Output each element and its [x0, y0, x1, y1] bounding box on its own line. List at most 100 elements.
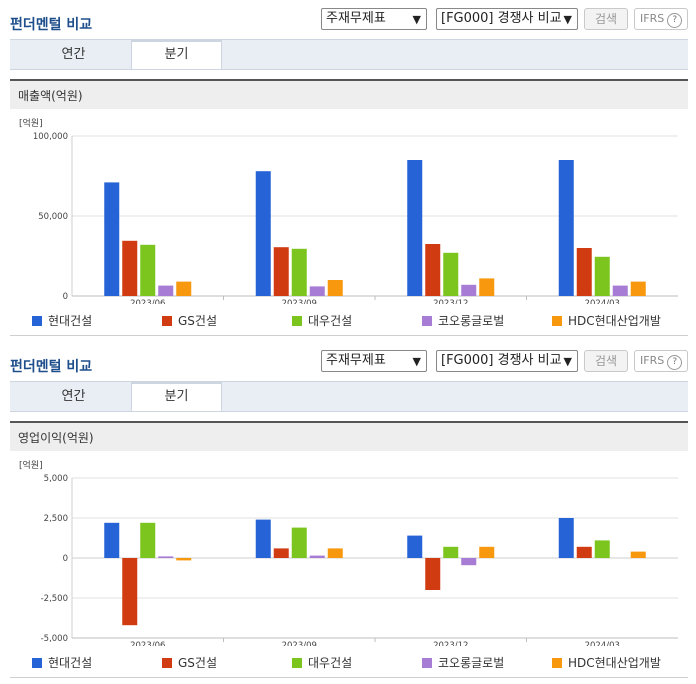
legend-item[interactable]: GS건설: [162, 653, 217, 673]
compare-select[interactable]: [FG000] 경쟁사 비교 ▼: [436, 8, 578, 30]
ifrs-label: IFRS: [640, 12, 665, 25]
legend-item[interactable]: HDC현대산업개발: [552, 653, 661, 673]
bar: [479, 278, 495, 296]
ifrs-toggle[interactable]: IFRS?: [634, 350, 688, 372]
legend-item[interactable]: 현대건설: [32, 311, 92, 331]
legend-swatch: [32, 658, 42, 668]
bar: [104, 522, 120, 558]
bar: [255, 171, 271, 296]
y-tick-label: 100,000: [33, 132, 68, 142]
legend-label: 현대건설: [48, 656, 93, 670]
help-icon[interactable]: ?: [667, 355, 683, 370]
legend-label: HDC현대산업개발: [568, 314, 661, 328]
y-tick-label: 0: [63, 292, 68, 302]
period-tabs: 연간 분기: [10, 381, 688, 412]
y-tick-label: 0: [63, 554, 68, 564]
bar: [594, 540, 610, 558]
legend-swatch: [292, 316, 302, 326]
bar: [176, 281, 192, 296]
legend-label: GS건설: [178, 656, 217, 670]
bar: [291, 527, 307, 558]
chevron-down-icon: ▼: [563, 13, 572, 26]
divider: [10, 677, 688, 678]
legend-swatch: [422, 316, 432, 326]
bar: [309, 286, 325, 296]
legend-item[interactable]: 현대건설: [32, 653, 92, 673]
statement-select[interactable]: 주재무제표 ▼: [321, 8, 427, 30]
legend-label: GS건설: [178, 314, 217, 328]
legend-label: 대우건설: [308, 656, 353, 670]
help-icon[interactable]: ?: [667, 13, 683, 28]
legend-label: 코오롱글로벌: [438, 656, 505, 670]
bar: [443, 546, 459, 558]
legend-item[interactable]: 코오롱글로벌: [422, 653, 504, 673]
period-tabs: 연간 분기: [10, 39, 688, 70]
y-tick-label: 5,000: [44, 474, 68, 484]
legend-item[interactable]: 코오롱글로벌: [422, 311, 504, 331]
ifrs-label: IFRS: [640, 354, 665, 367]
bar: [479, 546, 495, 558]
tab-annual[interactable]: 연간: [61, 389, 86, 404]
chart-legend: 현대건설 GS건설 대우건설 코오롱글로벌 HDC현대산업개발: [10, 311, 688, 331]
legend-swatch: [162, 316, 172, 326]
legend-swatch: [552, 658, 562, 668]
section-title: 펀더멘털 비교: [10, 17, 93, 33]
chart-legend: 현대건설 GS건설 대우건설 코오롱글로벌 HDC현대산업개발: [10, 653, 688, 673]
x-tick-label: 2023/09: [282, 641, 317, 646]
y-tick-label: 2,500: [44, 514, 68, 524]
bar: [327, 280, 343, 296]
bar: [291, 248, 307, 296]
statement-select[interactable]: 주재무제표 ▼: [321, 350, 427, 372]
bar: [158, 285, 174, 296]
legend-label: HDC현대산업개발: [568, 656, 661, 670]
tab-quarterly[interactable]: 분기: [131, 40, 222, 69]
search-button[interactable]: 검색: [584, 350, 628, 372]
bar: [104, 182, 120, 296]
legend-item[interactable]: 대우건설: [292, 311, 352, 331]
chevron-down-icon: ▼: [412, 13, 421, 26]
bar: [140, 244, 156, 296]
bar: [612, 285, 628, 296]
bar: [158, 556, 174, 558]
bar: [255, 519, 271, 558]
legend-item[interactable]: 대우건설: [292, 653, 352, 673]
legend-item[interactable]: GS건설: [162, 311, 217, 331]
x-tick-label: 2024/03: [585, 641, 620, 646]
bar: [309, 555, 325, 558]
tab-annual[interactable]: 연간: [61, 47, 86, 62]
bar: [425, 558, 441, 590]
x-tick-label: 2023/12: [433, 641, 468, 646]
revenue-chart: [억원] 0 50,000 100,000 2023/06 2023/09 2023/12 2…: [19, 117, 678, 304]
legend-item[interactable]: HDC현대산업개발: [552, 311, 661, 331]
compare-select[interactable]: [FG000] 경쟁사 비교 ▼: [436, 350, 578, 372]
bar: [407, 160, 423, 296]
bar: [594, 256, 610, 296]
x-tick-label: 2024/03: [585, 299, 620, 304]
x-tick-label: 2023/09: [282, 299, 317, 304]
x-tick-label: 2023/12: [433, 299, 468, 304]
metric-title: 매출액(억원): [10, 79, 688, 109]
ifrs-toggle[interactable]: IFRS?: [634, 8, 688, 30]
bar: [630, 551, 646, 558]
search-button[interactable]: 검색: [584, 8, 628, 30]
bar: [576, 248, 592, 296]
bar: [558, 160, 574, 296]
bar: [273, 247, 289, 296]
legend-swatch: [292, 658, 302, 668]
bar: [576, 546, 592, 558]
legend-swatch: [552, 316, 562, 326]
bar: [630, 281, 646, 296]
metric-title: 영업이익(억원): [10, 421, 688, 451]
bar: [273, 548, 289, 558]
y-unit-label: [억원]: [19, 459, 43, 471]
compare-select-value: [FG000] 경쟁사 비교: [441, 353, 562, 368]
bar: [122, 558, 138, 626]
legend-label: 현대건설: [48, 314, 93, 328]
y-unit-label: [억원]: [19, 117, 43, 129]
y-tick-label: 50,000: [38, 212, 68, 222]
bar: [443, 252, 459, 296]
tab-quarterly[interactable]: 분기: [131, 382, 222, 411]
chevron-down-icon: ▼: [563, 355, 572, 368]
legend-swatch: [162, 658, 172, 668]
bar: [461, 284, 477, 296]
